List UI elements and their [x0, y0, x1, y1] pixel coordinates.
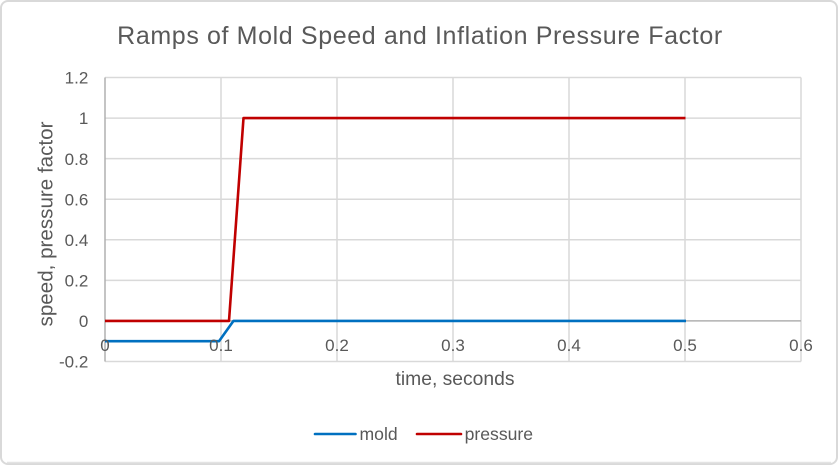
svg-text:0.6: 0.6: [65, 190, 89, 209]
svg-text:0.4: 0.4: [65, 231, 89, 250]
svg-text:0: 0: [79, 312, 88, 331]
svg-text:pressure: pressure: [465, 424, 533, 444]
svg-text:0.3: 0.3: [441, 336, 465, 355]
svg-text:1.2: 1.2: [65, 69, 89, 88]
svg-text:mold: mold: [360, 424, 398, 444]
svg-text:time, seconds: time, seconds: [396, 369, 515, 390]
svg-text:speed, pressure factor: speed, pressure factor: [35, 121, 58, 326]
svg-text:0.4: 0.4: [557, 336, 581, 355]
svg-text:0.5: 0.5: [673, 336, 697, 355]
svg-text:Ramps of Mold Speed and Inflat: Ramps of Mold Speed and Inflation Pressu…: [117, 22, 723, 50]
svg-text:-0.2: -0.2: [59, 353, 88, 372]
svg-text:0.6: 0.6: [789, 336, 813, 355]
svg-text:0.8: 0.8: [65, 150, 89, 169]
svg-text:0.1: 0.1: [209, 336, 233, 355]
svg-text:0.2: 0.2: [65, 272, 89, 291]
svg-text:1: 1: [79, 109, 88, 128]
svg-text:0: 0: [100, 336, 109, 355]
svg-text:0.2: 0.2: [325, 336, 349, 355]
